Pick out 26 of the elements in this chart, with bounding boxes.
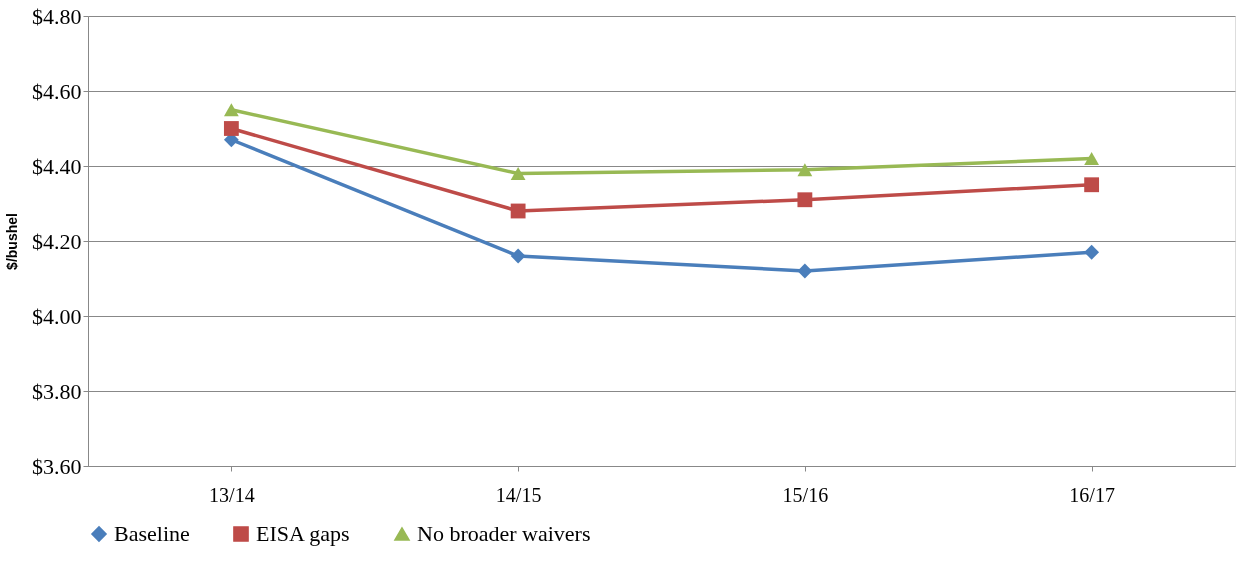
legend-label: EISA gaps <box>256 521 350 546</box>
y-tick-label: $3.80 <box>32 378 82 404</box>
point <box>1084 244 1100 260</box>
point <box>223 103 239 117</box>
point <box>223 121 239 136</box>
legend-label: No broader waivers <box>417 521 591 546</box>
point <box>797 192 813 208</box>
point <box>1084 177 1100 193</box>
legend-label: Baseline <box>114 521 190 546</box>
y-tick-label: $4.80 <box>32 3 82 29</box>
point <box>510 167 526 180</box>
point <box>797 263 813 279</box>
x-tick-label: 15/16 <box>782 483 829 506</box>
x-tick-label: 13/14 <box>209 483 255 506</box>
point <box>510 248 526 264</box>
x-tick-label: 16/17 <box>1069 483 1115 506</box>
y-tick-label: $3.60 <box>32 453 82 479</box>
point <box>1084 152 1100 165</box>
x-tick-label: 14/15 <box>495 483 542 506</box>
point <box>797 163 813 177</box>
point <box>510 203 526 219</box>
y-tick-label: $4.60 <box>32 78 82 104</box>
y-axis-title: $/bushel <box>4 213 20 270</box>
y-tick-label: $4.00 <box>32 303 82 329</box>
y-tick-label: $4.40 <box>32 153 82 179</box>
y-tick-label: $4.20 <box>32 228 82 254</box>
